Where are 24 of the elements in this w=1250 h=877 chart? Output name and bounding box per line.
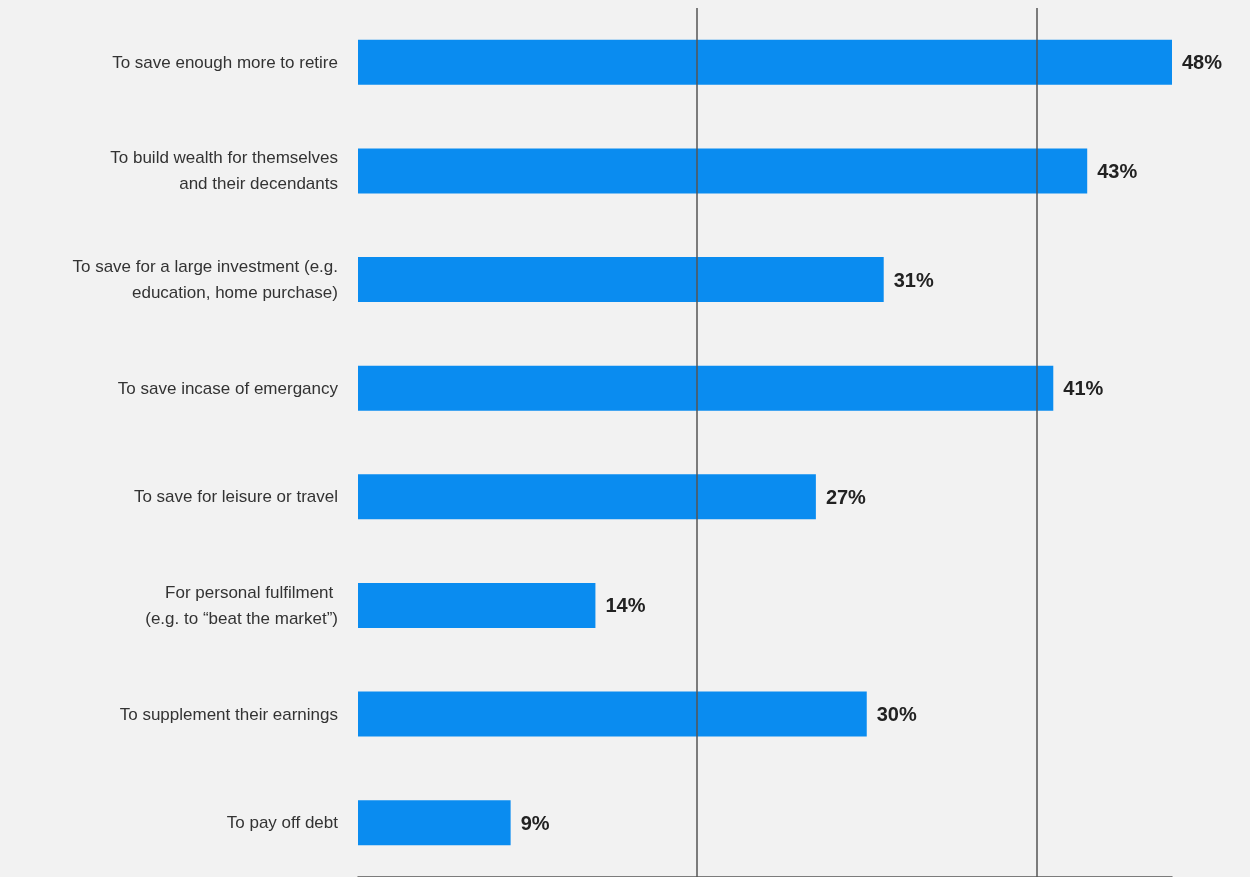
bar [358, 474, 816, 520]
data-label: 9% [520, 811, 550, 834]
data-label: 41% [1063, 377, 1104, 400]
y-tick-label: To build wealth for themselves and their decendants [110, 148, 338, 194]
bar [358, 148, 1088, 194]
bar [358, 257, 884, 303]
y-tick-label: To supplement their earnings [119, 704, 338, 724]
y-tick-label: To save incase of emergancy [117, 378, 339, 398]
data-label: 30% [876, 703, 917, 726]
data-label: 27% [825, 485, 867, 508]
y-tick-label: To save enough more to retire [112, 52, 338, 72]
bar [358, 582, 596, 628]
y-tick-label: To save for leisure or travel [133, 487, 338, 507]
data-label: 43% [1097, 159, 1138, 182]
bar [358, 691, 867, 737]
y-tick-label: To save for a large investment (e.g. education, home purchase) [72, 257, 338, 303]
bar [358, 800, 511, 846]
data-label: 14% [605, 594, 646, 617]
bar [358, 39, 1172, 85]
y-tick-label: For personal fulfilment (e.g. to “beat the market”) [145, 582, 338, 628]
data-label: 31% [893, 268, 934, 291]
bar [358, 365, 1054, 411]
y-tick-label: To pay off debt [226, 813, 339, 833]
data-label: 48% [1182, 51, 1223, 74]
